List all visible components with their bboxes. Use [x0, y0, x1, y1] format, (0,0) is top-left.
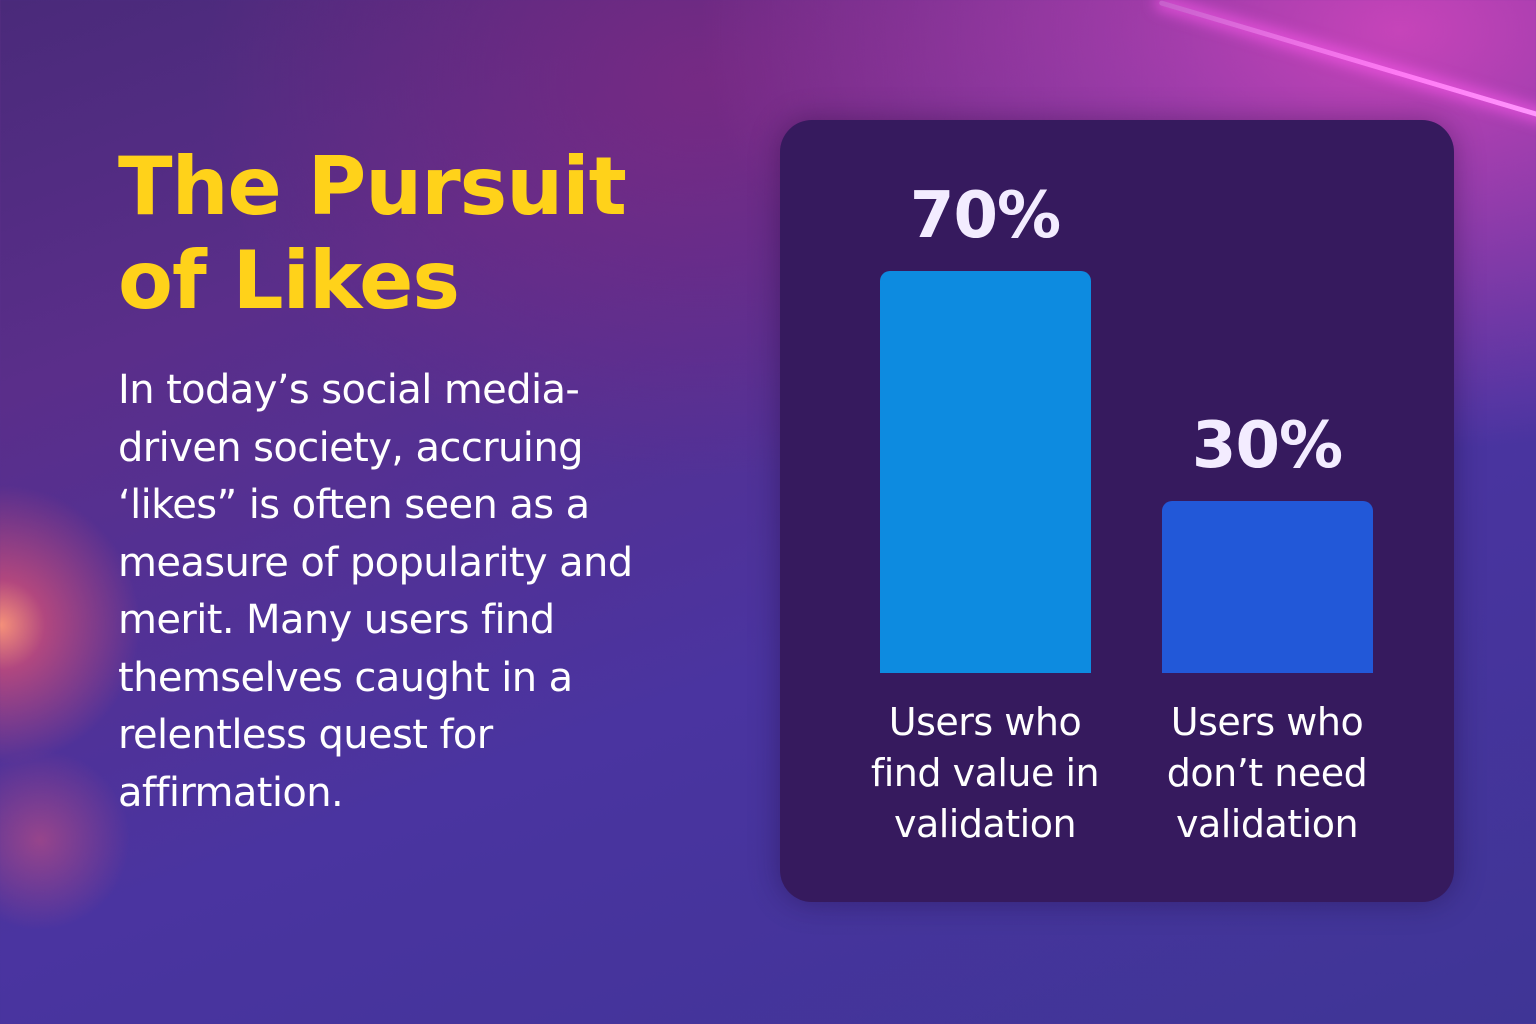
description-text: In today’s social media-driven society, …	[118, 367, 633, 816]
chart-panel: 70% Users who find value in validation 30%…	[780, 120, 1454, 902]
bar-1	[879, 271, 1091, 673]
value-label-1: 70%	[909, 179, 1061, 253]
page-title: The Pursuit of Likes	[118, 140, 627, 327]
category-label-1: Users who find value in validation	[870, 700, 1100, 846]
value-label-2: 30%	[1191, 408, 1343, 483]
bar-2	[1161, 500, 1373, 673]
light-beam-decoration	[1158, 0, 1536, 127]
category-label-2: Users who don’t need validation	[1166, 700, 1368, 846]
